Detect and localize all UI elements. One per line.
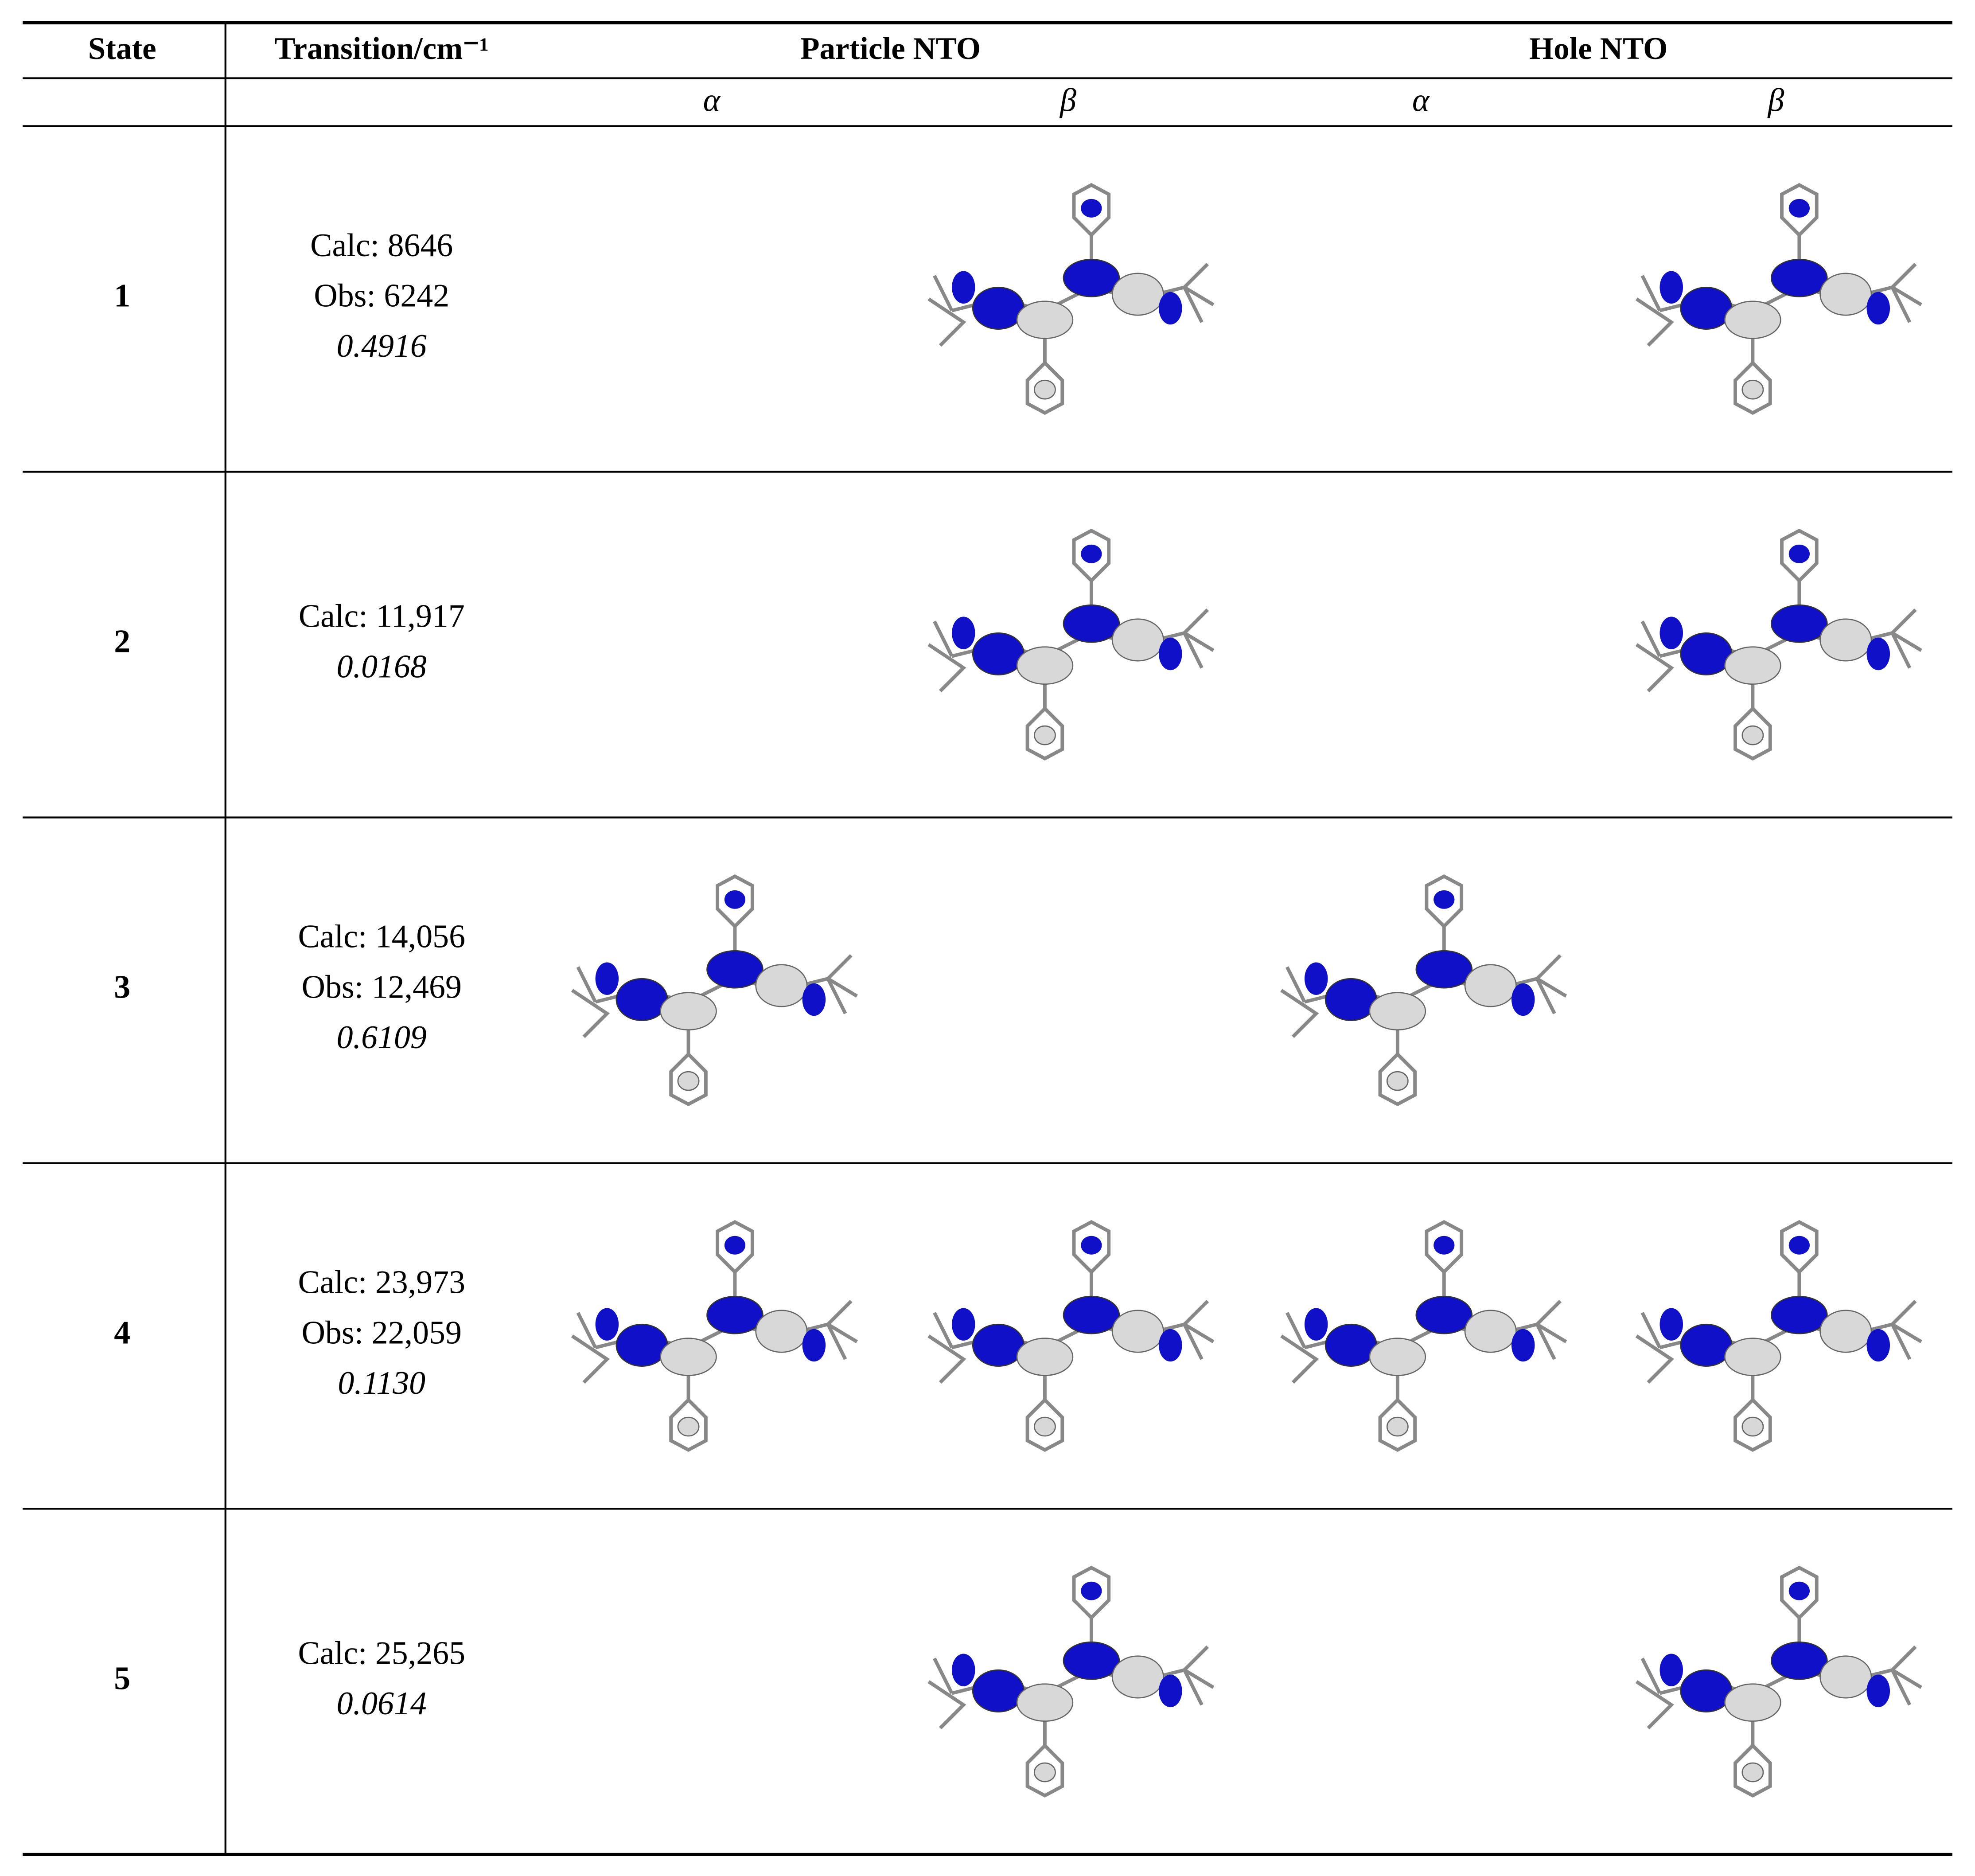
transition-line: Obs: 22,059	[302, 1314, 462, 1350]
orbital-image	[929, 1568, 1214, 1795]
transition-line: Obs: 6242	[314, 277, 449, 313]
state: 5	[114, 1660, 130, 1696]
oscillator-strength: 0.1130	[338, 1365, 425, 1401]
subheader: α	[1412, 82, 1430, 118]
state: 2	[114, 623, 130, 659]
state: 4	[114, 1314, 130, 1350]
transition-line: Calc: 14,056	[298, 918, 465, 955]
transition-line: Calc: 8646	[310, 227, 453, 263]
oscillator-strength: 0.0168	[337, 648, 427, 684]
orbital-image	[1281, 876, 1566, 1104]
orbital-image	[929, 185, 1214, 413]
oscillator-strength: 0.0614	[337, 1685, 427, 1721]
transition-line: Calc: 11,917	[299, 598, 465, 634]
header-transition: Transition/cm⁻¹	[274, 31, 489, 66]
state: 3	[114, 968, 130, 1005]
transition-line: Calc: 25,265	[298, 1635, 465, 1671]
orbital-image	[1636, 530, 1921, 758]
header-state: State	[88, 31, 156, 66]
orbital-image	[1281, 1222, 1566, 1450]
orbital-image	[572, 1222, 857, 1450]
header-hole: Hole NTO	[1529, 31, 1668, 66]
state: 1	[114, 277, 130, 313]
orbital-image	[572, 876, 857, 1104]
rules	[23, 21, 1952, 1856]
orbital-image	[1636, 1568, 1921, 1795]
oscillator-strength: 0.6109	[337, 1019, 427, 1055]
subheader: β	[1059, 82, 1076, 118]
orbital-image	[1636, 185, 1921, 413]
oscillator-strength: 0.4916	[337, 328, 427, 364]
transition-line: Calc: 23,973	[298, 1264, 465, 1300]
subheader: α	[703, 82, 721, 118]
orbital-image	[929, 530, 1214, 758]
orbital-image	[1636, 1222, 1921, 1450]
header-particle: Particle NTO	[800, 31, 981, 66]
orbital-image	[929, 1222, 1214, 1450]
transition-line: Obs: 12,469	[302, 968, 462, 1005]
subheader: β	[1767, 82, 1784, 118]
